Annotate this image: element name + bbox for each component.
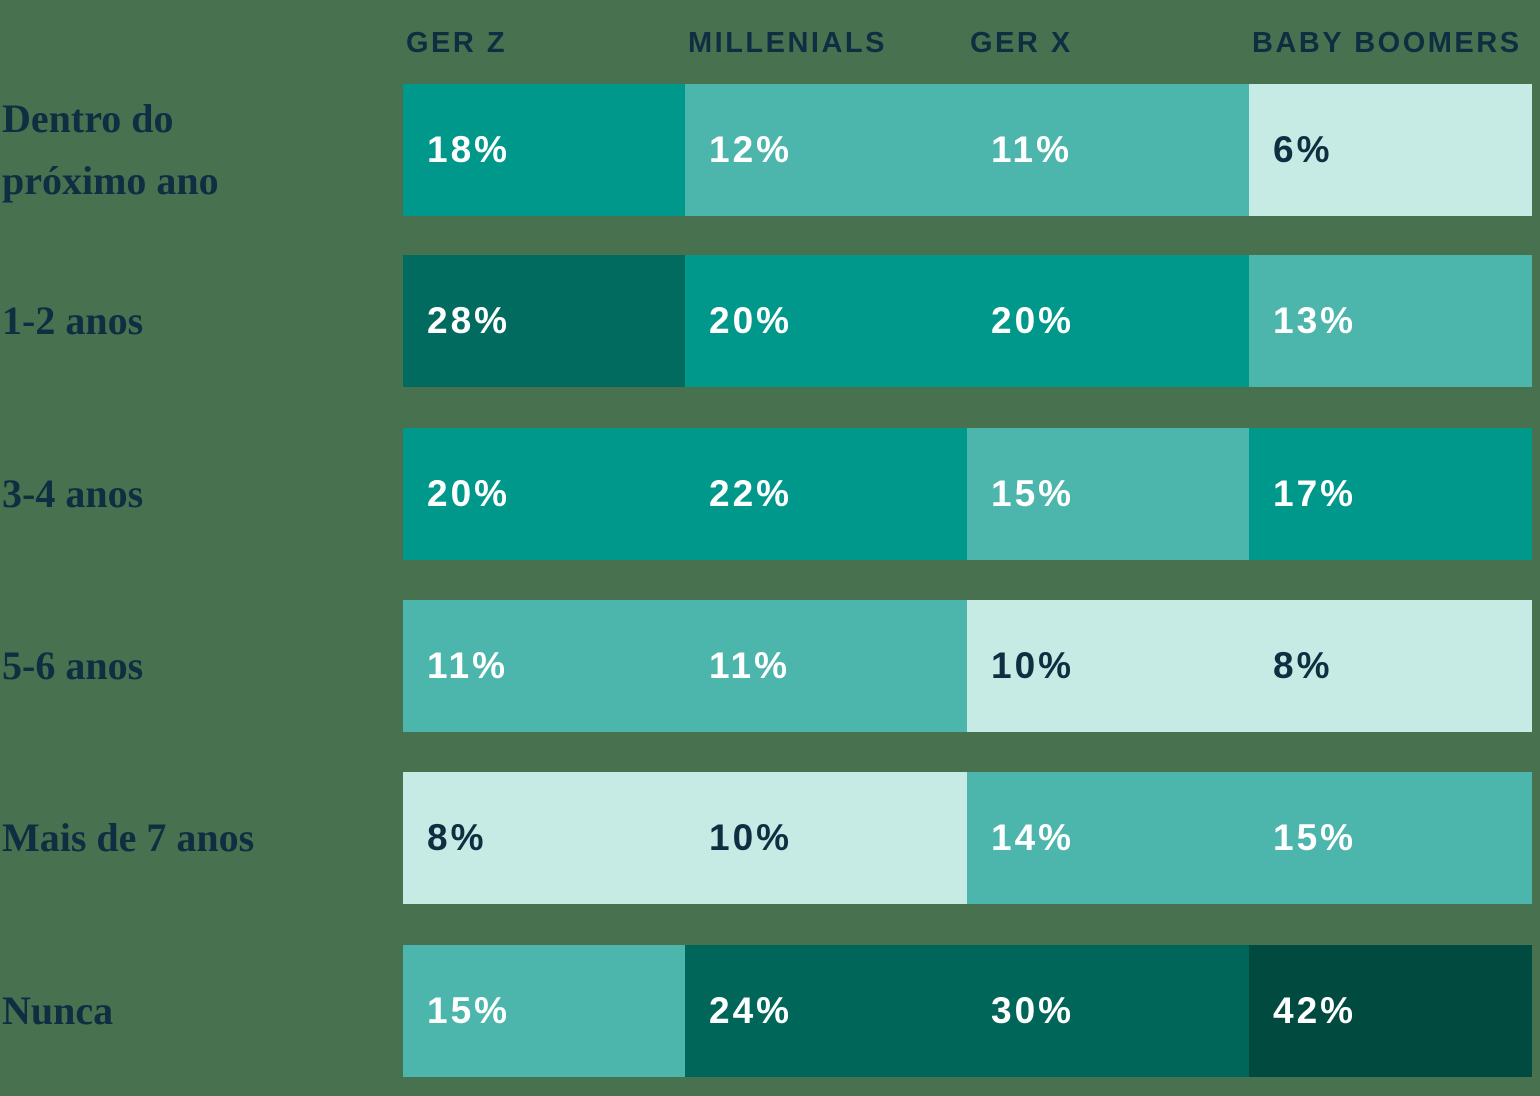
row-label: Mais de 7 anos [0,772,392,904]
heat-cell: 11% [403,600,685,732]
heat-cell: 15% [1249,772,1532,904]
row-label-line: Mais de 7 anos [2,815,255,860]
row-label: Dentro do próximo ano [0,84,392,216]
heat-cell: 20% [685,255,967,387]
heat-cell: 8% [1249,600,1532,732]
table-row: 18% 12% 11% 6% [403,84,1532,216]
heat-cell: 15% [403,945,685,1077]
table-row: 15% 24% 30% 42% [403,945,1532,1077]
heat-cell: 13% [1249,255,1532,387]
column-header: MILLENIALS [688,27,887,59]
row-label-line: Nunca [2,988,114,1033]
table-row: 11% 11% 10% 8% [403,600,1532,732]
heat-cell: 8% [403,772,685,904]
heat-cell: 22% [685,428,967,560]
column-header: BABY BOOMERS [1252,27,1522,59]
table-row: 20% 22% 15% 17% [403,428,1532,560]
heat-cell: 20% [403,428,685,560]
heat-cell: 28% [403,255,685,387]
table-row: 28% 20% 20% 13% [403,255,1532,387]
column-header: GER Z [406,27,508,59]
heat-cell: 12% [685,84,967,216]
heat-cell: 24% [685,945,967,1077]
heat-cell: 6% [1249,84,1532,216]
heat-cell: 11% [685,600,967,732]
heat-cell: 10% [967,600,1249,732]
row-label: 1-2 anos [0,255,392,387]
row-label-line: Dentro do [2,96,174,141]
row-label-line: 1-2 anos [2,298,144,343]
heat-cell: 17% [1249,428,1532,560]
row-label-line: 3-4 anos [2,471,144,516]
row-label: Nunca [0,945,392,1077]
row-label-line: próximo ano [2,158,219,203]
table-row: 8% 10% 14% 15% [403,772,1532,904]
heat-cell: 30% [967,945,1249,1077]
row-label: 3-4 anos [0,428,392,560]
heat-cell: 20% [967,255,1249,387]
row-label: 5-6 anos [0,600,392,732]
column-headers: GER Z MILLENIALS GER X BABY BOOMERS [403,28,1532,58]
heat-cell: 14% [967,772,1249,904]
heat-cell: 18% [403,84,685,216]
heat-cell: 10% [685,772,967,904]
heat-cell: 15% [967,428,1249,560]
row-label-line: 5-6 anos [2,643,144,688]
heat-cell: 42% [1249,945,1532,1077]
heat-cell: 11% [967,84,1249,216]
column-header: GER X [970,27,1073,59]
